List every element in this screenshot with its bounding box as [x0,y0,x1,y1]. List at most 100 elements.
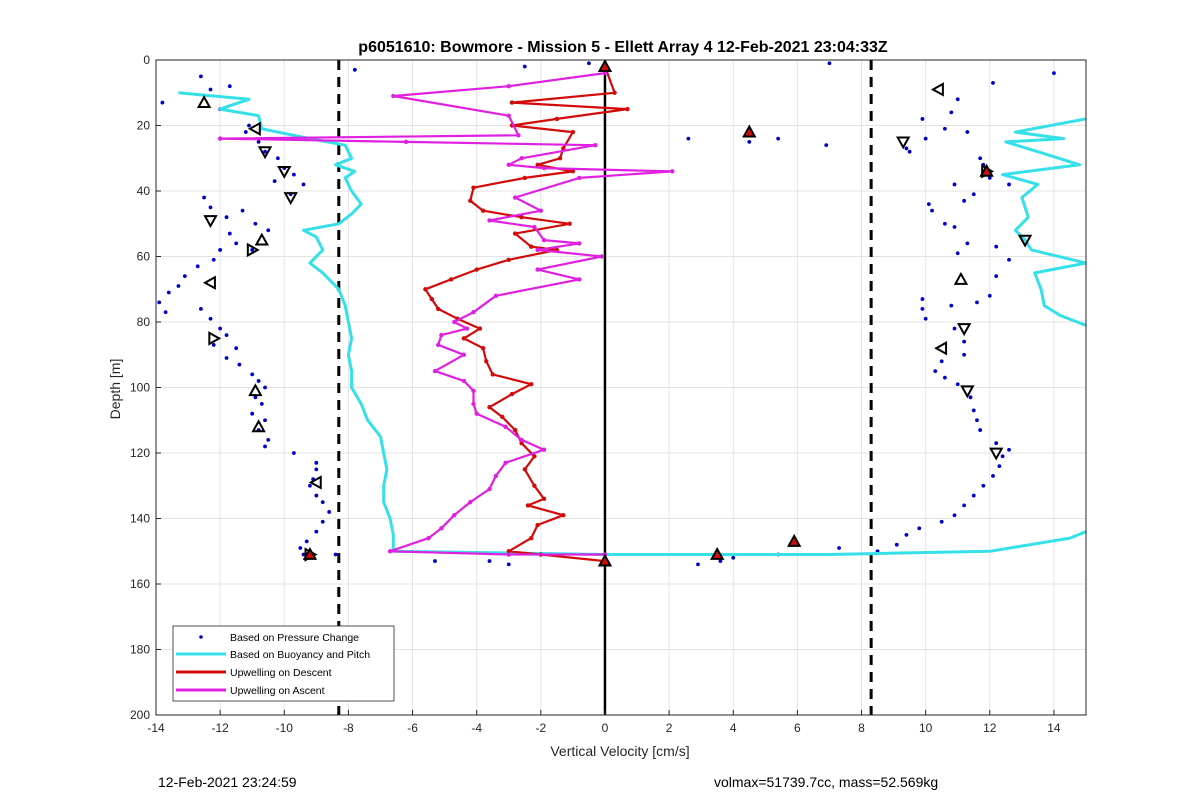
ascent-point [464,326,470,331]
pressure-point [1007,182,1011,187]
descent-point [519,215,524,220]
red-triangle-marker [302,546,318,560]
ascent-point [468,499,473,505]
pressure-point [224,333,229,337]
descent-point [625,106,630,112]
descent-point [529,535,534,541]
descent-point [570,129,576,135]
down-triangle-marker [277,165,292,179]
pressure-point [907,149,912,154]
pressure-point [942,375,947,380]
legend-item-pressure: Based on Pressure Change [199,632,359,644]
down-triangle-marker [896,136,911,150]
ascent-point [426,535,431,541]
open-triangle-marker [202,275,216,290]
descent-point [500,414,505,420]
pressure-point [920,117,925,121]
pressure-point [952,326,957,331]
red-triangle-marker [597,60,613,72]
pressure-point [942,221,947,226]
pressure-point [352,67,357,72]
descent-point [480,346,486,351]
legend-label-buoyancy: Based on Buoyancy and Pitch [230,649,370,661]
pressure-point [949,303,954,308]
pressure-point [987,176,992,180]
pressure-point [994,441,999,446]
pressure-point [971,493,976,498]
pressure-point [314,460,319,465]
pressure-point [1000,454,1005,459]
pressure-point [952,225,957,229]
ascent-point [503,460,508,466]
descent-point [448,277,454,282]
pressure-point [314,467,319,472]
descent-point [474,267,479,272]
pressure-point [955,382,960,387]
descent-point [532,483,537,488]
legend-label-ascent: Upwelling on Ascent [230,685,325,697]
down-triangle-marker [283,192,298,206]
pressure-point [939,519,944,524]
pressure-point [166,290,171,295]
pressure-point [926,202,931,207]
pressure-point [247,123,251,128]
ascent-point [487,486,492,492]
legend-item-ascent: Upwelling on Ascent [176,685,325,697]
legend-item-descent: Upwelling on Descent [176,667,332,679]
descent-point [512,231,518,236]
descent-point [506,549,511,554]
ascent-point [493,293,499,298]
ascent-point [577,241,582,246]
pressure-point [731,555,736,560]
pressure-point [827,61,832,66]
pressure-point [994,274,999,279]
ascent-point [387,549,393,554]
pressure-point [275,156,280,161]
pressure-point [962,339,967,344]
open-triangle-marker [934,341,948,356]
ascent-point [577,277,582,282]
pressure-point [894,542,899,547]
pressure-point [923,316,928,321]
pressure-point [506,562,511,567]
ascent-point [593,142,598,148]
x-tick-label: 4 [730,721,737,735]
descent-point [529,244,534,249]
pressure-point [942,126,947,131]
legend: Based on Pressure Change Based on Buoyan… [172,625,395,702]
pressure-point [198,74,203,79]
red-triangle-marker [710,546,725,560]
x-tick-label: -4 [471,721,482,735]
descent-point [561,513,566,518]
x-tick-label: 12 [983,721,997,735]
y-tick-label: 80 [137,315,151,329]
open-triangle-marker [208,331,222,346]
pressure-point [962,198,967,203]
descent-point [612,90,617,95]
pressure-point [291,172,296,177]
pressure-point [327,510,332,514]
pressure-point [320,519,325,524]
buoyancy-pitch-line [1001,117,1086,327]
ascent-point [599,254,604,259]
pressure-point [965,130,970,134]
descent-point [436,306,441,312]
descent-point [525,503,531,508]
pressure-point [333,552,338,557]
ascent-point [436,342,441,348]
pressure-point [981,483,986,488]
pressure-point [522,64,527,69]
pressure-point [263,149,267,154]
series-layer [157,60,1086,567]
pressure-point [824,143,829,148]
pressure-point [930,208,934,213]
descent-point [570,169,576,174]
descent-point [522,175,527,181]
pressure-point [314,493,319,498]
ascent-point [602,70,608,76]
ascent-point [512,195,518,200]
pressure-point [952,513,957,518]
pressure-point [272,179,277,184]
descent-point [490,372,495,377]
